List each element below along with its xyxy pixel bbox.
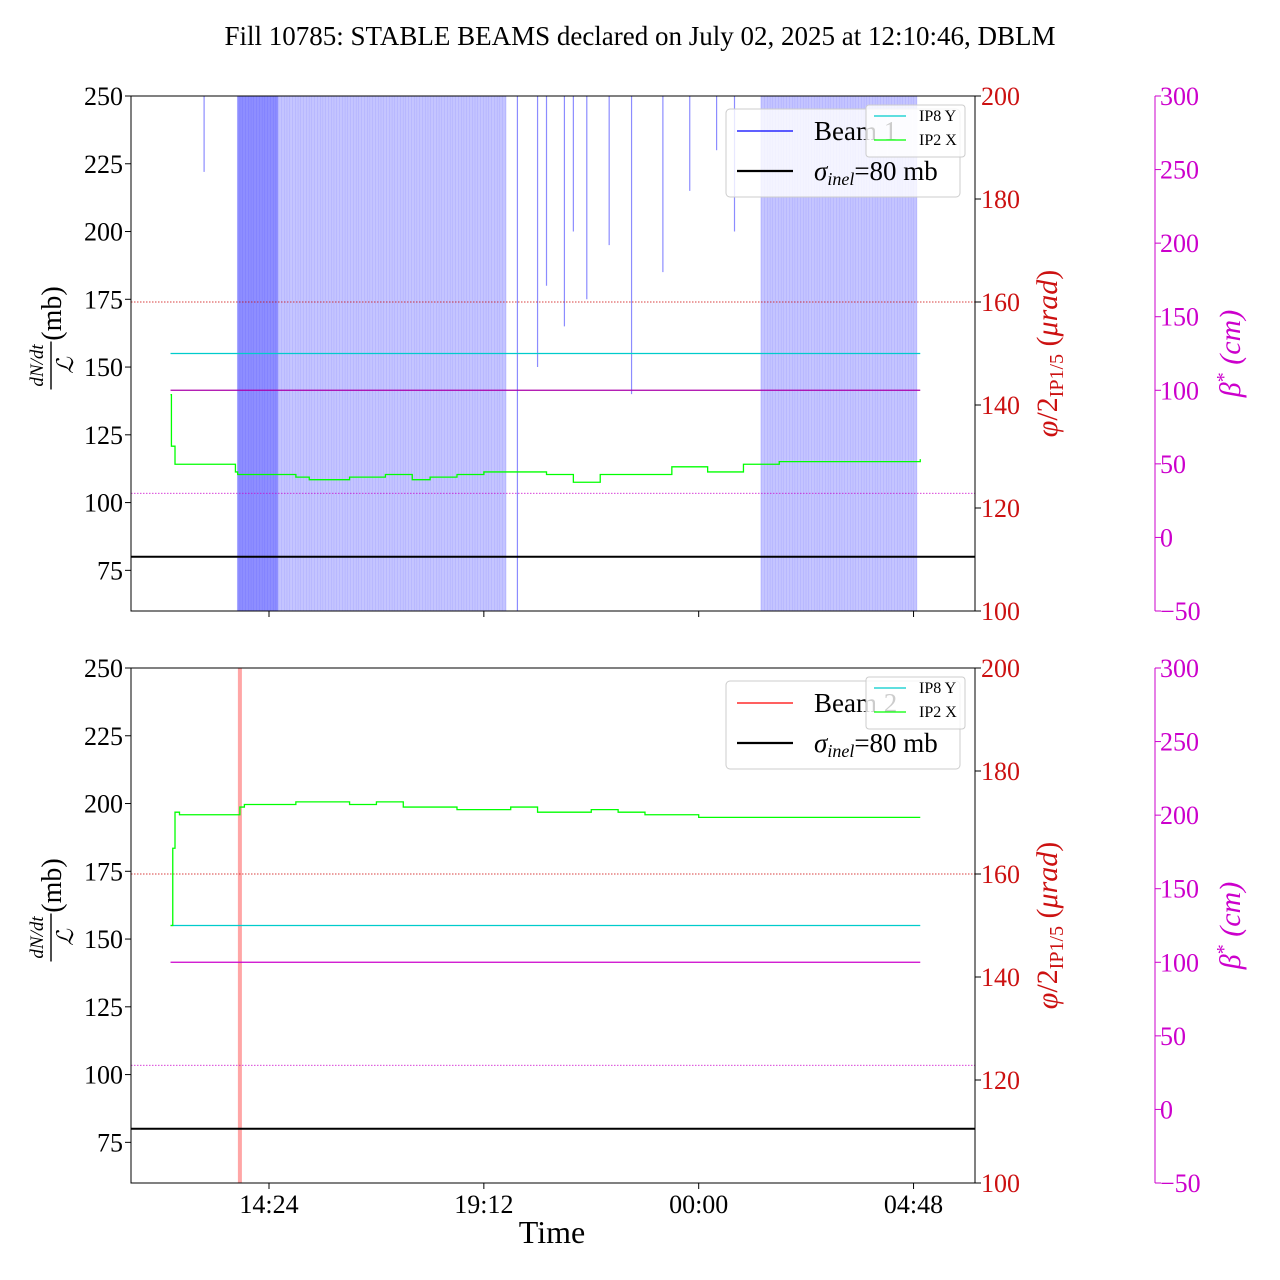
y2-tick-label: 120 (981, 494, 1020, 523)
y-tick-label: 200 (84, 218, 123, 247)
bottom-axes-frame (130, 667, 976, 1184)
bottom-legend-2: IP8 Y IP2 X (865, 676, 966, 730)
bottom-plot-area (131, 668, 975, 1183)
y3-tick-label: 0 (1160, 1095, 1173, 1124)
y-tick-label: 100 (84, 489, 123, 518)
legend-sigma-label: σinel=80 mb (814, 728, 938, 761)
legend-ip2x-label: IP2 X (919, 132, 957, 149)
y3-tick-label: 150 (1160, 875, 1199, 904)
y-tick-label: 125 (84, 421, 123, 450)
ip2x-line (170, 394, 921, 483)
y3-axis-label: β* (cm) (1213, 882, 1247, 970)
y-tick-label: 200 (84, 790, 123, 819)
y-tick-label: 125 (84, 993, 123, 1022)
y-axis-label: dN/dt ℒ (mb) (27, 286, 78, 390)
y3-tick-label: 50 (1160, 450, 1186, 479)
y-tick-label: 75 (97, 1128, 123, 1157)
x-tick-label: 04:48 (884, 1190, 943, 1219)
y-label-unit: (mb) (37, 286, 68, 340)
y-tick-label: 250 (84, 82, 123, 111)
y3-tick-label: 50 (1160, 1022, 1186, 1051)
legend-sigma-label: σinel=80 mb (814, 156, 938, 189)
y-tick-label: 225 (84, 722, 123, 751)
y-label-unit: (mb) (37, 858, 68, 912)
y-tick-label: 250 (84, 654, 123, 683)
y-tick-label: 100 (84, 1061, 123, 1090)
top-legend-2: IP8 Y IP2 X (865, 104, 966, 158)
y3-tick-label: 300 (1160, 82, 1199, 111)
y2-tick-label: 180 (981, 757, 1020, 786)
legend-ip8y-label: IP8 Y (919, 680, 957, 697)
y3-tick-label: −50 (1160, 1169, 1201, 1198)
y-tick-label: 150 (84, 925, 123, 954)
top-panel: 75 100 125 150 175 200 225 250 100 120 140 160 180 20… (27, 82, 1247, 626)
y3-tick-label: 250 (1160, 728, 1199, 757)
y3-tick-label: 150 (1160, 303, 1199, 332)
y2-axis-label: φ/2IP1/5 (μrad) (1031, 270, 1068, 438)
y3-tick-label: −50 (1160, 597, 1201, 626)
x-tick-label: 19:12 (454, 1190, 513, 1219)
y-tick-label: 75 (97, 556, 123, 585)
x-tick-label: 14:24 (239, 1190, 298, 1219)
y2-tick-label: 200 (981, 82, 1020, 111)
y3-tick-label: 250 (1160, 156, 1199, 185)
y-label-denominator: ℒ (53, 357, 78, 374)
y2-tick-label: 180 (981, 185, 1020, 214)
y2-tick-label: 100 (981, 1169, 1020, 1198)
y2-tick-label: 120 (981, 1066, 1020, 1095)
y2-axis-label: φ/2IP1/5 (μrad) (1031, 842, 1068, 1010)
x-axis-label: Time (519, 1214, 585, 1250)
x-tick-label: 00:00 (669, 1190, 728, 1219)
y-label-numerator: dN/dt (27, 344, 48, 387)
figure-title: Fill 10785: STABLE BEAMS declared on Jul… (224, 21, 1055, 51)
y3-tick-label: 200 (1160, 229, 1199, 258)
y2-tick-label: 100 (981, 597, 1020, 626)
y2-tick-label: 140 (981, 391, 1020, 420)
y-tick-label: 175 (84, 857, 123, 886)
y2-tick-label: 160 (981, 860, 1020, 889)
top-axes-frame (130, 95, 976, 612)
y3-tick-label: 200 (1160, 801, 1199, 830)
y2-tick-label: 160 (981, 288, 1020, 317)
y3-tick-label: 0 (1160, 523, 1173, 552)
y-tick-label: 175 (84, 285, 123, 314)
y3-tick-label: 100 (1160, 948, 1199, 977)
y2-tick-label: 140 (981, 963, 1020, 992)
y-axis-label: dN/dt ℒ (mb) (27, 858, 78, 962)
y3-tick-label: 300 (1160, 654, 1199, 683)
y3-tick-label: 100 (1160, 376, 1199, 405)
y-tick-label: 225 (84, 150, 123, 179)
y-tick-label: 150 (84, 353, 123, 382)
legend2-box (865, 676, 966, 730)
legend-ip2x-label: IP2 X (919, 704, 957, 721)
y3-axis-label: β* (cm) (1213, 310, 1247, 398)
legend-ip8y-label: IP8 Y (919, 108, 957, 125)
y2-tick-label: 200 (981, 654, 1020, 683)
y-label-denominator: ℒ (53, 929, 78, 946)
legend2-box (865, 104, 966, 158)
bottom-panel: 75 100 125 150 175 200 225 250 100 120 140 160 180 20… (27, 654, 1247, 1219)
y-label-numerator: dN/dt (27, 916, 48, 959)
ip2x-line (170, 801, 921, 927)
